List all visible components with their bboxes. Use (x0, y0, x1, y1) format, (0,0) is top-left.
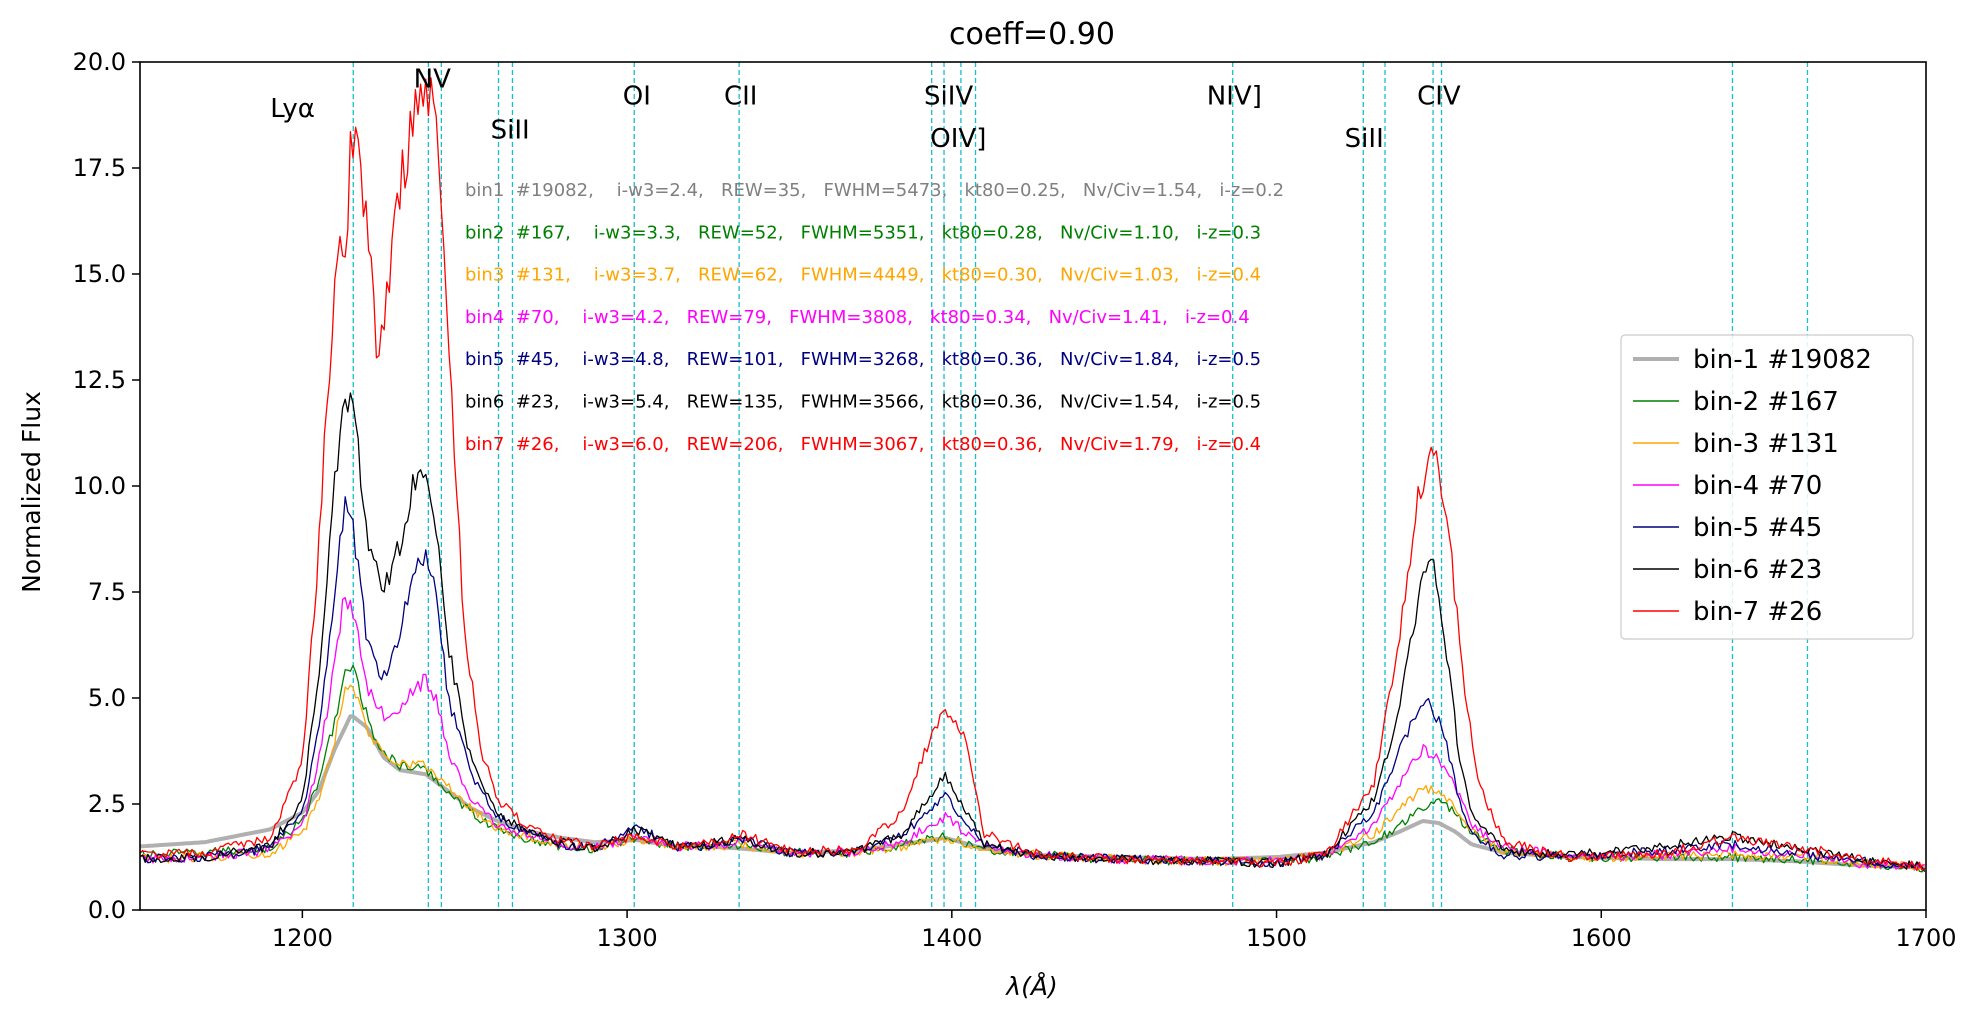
emission-line-label: SiII (1345, 124, 1384, 154)
series-line-1 (140, 714, 1925, 870)
plot-area: 1200 1300 1400 1500 1600 1700 0.0 2.5 5.0 7.5 10.0… (73, 48, 1957, 952)
emission-line-label: NV (414, 64, 451, 94)
series-line-7 (140, 77, 1926, 872)
y-tick-label: 20.0 (73, 48, 126, 76)
legend-label: bin-5 #45 (1693, 513, 1822, 543)
series-line-6 (140, 392, 1925, 871)
emission-line-label: CII (724, 81, 758, 111)
x-tick-label: 1200 (272, 924, 333, 952)
emission-line-label: Lyα (270, 94, 315, 124)
y-tick-label: 12.5 (73, 366, 126, 394)
emission-line-label: SiII (491, 115, 530, 145)
x-tick-label: 1300 (597, 924, 658, 952)
x-tick-label: 1700 (1895, 924, 1956, 952)
legend-label: bin-4 #70 (1693, 471, 1822, 501)
x-tick-label: 1400 (921, 924, 982, 952)
chart-title: coeff=0.90 (949, 17, 1115, 52)
y-tick-label: 10.0 (73, 472, 126, 500)
series-line-2 (140, 664, 1926, 873)
y-axis-title: Normalized Flux (17, 391, 46, 593)
legend-label: bin-6 #23 (1693, 555, 1822, 585)
emission-line-label: OIV] (930, 124, 986, 154)
bin-stats-text: bin4 #70, i-w3=4.2, REW=79, FWHM=3808, k… (465, 307, 1250, 328)
y-tick-label: 0.0 (88, 896, 126, 924)
y-tick-label: 2.5 (88, 790, 126, 818)
emission-line-label: CIV (1417, 81, 1461, 111)
y-tick-label: 17.5 (73, 154, 126, 182)
emission-line-label: SiIV (924, 81, 973, 111)
bin-stats-text: bin1 #19082, i-w3=2.4, REW=35, FWHM=5473… (465, 180, 1284, 201)
legend-label: bin-3 #131 (1693, 429, 1839, 459)
emission-line-label: NIV] (1207, 81, 1262, 111)
bin-stats-text: bin7 #26, i-w3=6.0, REW=206, FWHM=3067, … (465, 434, 1261, 455)
bin-stats-text: bin6 #23, i-w3=5.4, REW=135, FWHM=3566, … (465, 392, 1261, 413)
legend-box (1620, 334, 1914, 640)
x-tick-label: 1600 (1571, 924, 1632, 952)
bin-stats-text: bin5 #45, i-w3=4.8, REW=101, FWHM=3268, … (465, 349, 1261, 370)
x-tick-label: 1500 (1246, 924, 1307, 952)
series-line-3 (140, 684, 1926, 871)
series-group (140, 77, 1926, 873)
legend-label: bin-7 #26 (1693, 597, 1822, 627)
bin-stats-text: bin2 #167, i-w3=3.3, REW=52, FWHM=5351, … (465, 222, 1261, 243)
y-tick-label: 15.0 (73, 260, 126, 288)
legend-label: bin-2 #167 (1693, 387, 1839, 417)
legend-label: bin-1 #19082 (1693, 345, 1872, 375)
x-axis-title: λ(Å) (1004, 972, 1057, 1001)
bin-stats-text: bin3 #131, i-w3=3.7, REW=62, FWHM=4449, … (465, 265, 1261, 286)
y-tick-label: 7.5 (88, 578, 126, 606)
emission-line-label: OI (623, 81, 651, 111)
y-tick-label: 5.0 (88, 684, 126, 712)
